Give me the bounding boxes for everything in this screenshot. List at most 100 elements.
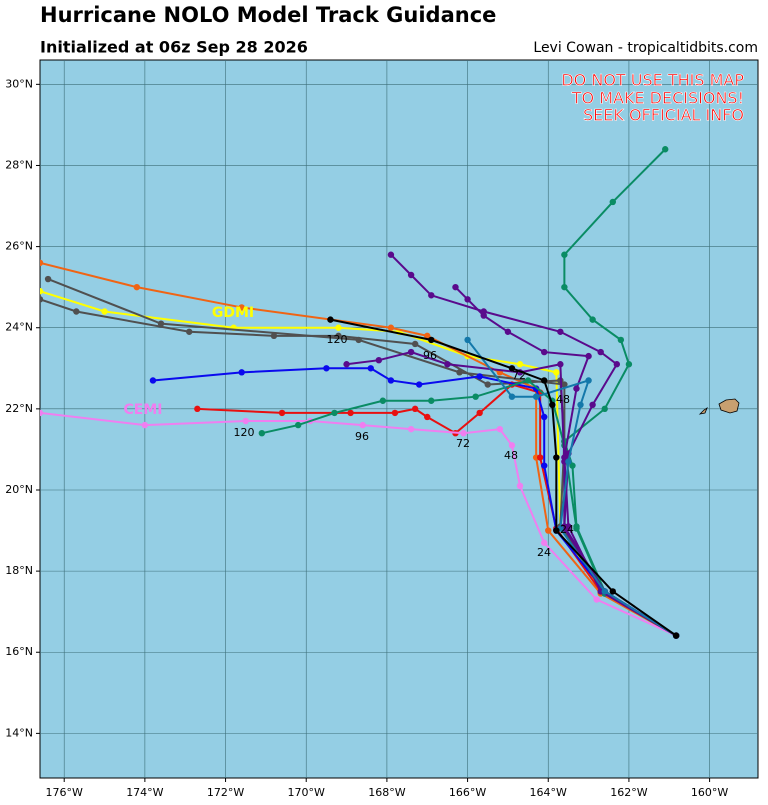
- track-point: [601, 588, 608, 595]
- track-point: [561, 381, 568, 388]
- track-point: [40, 296, 44, 303]
- track-point: [141, 421, 149, 429]
- track-point: [242, 417, 249, 425]
- x-tick-label: 166°W: [449, 786, 486, 799]
- track-point: [323, 365, 330, 372]
- track-point: [553, 527, 560, 534]
- track-point: [561, 283, 568, 291]
- track-point: [387, 377, 395, 384]
- track-point: [662, 146, 669, 153]
- warning-line: SEEK OFFICIAL INFO: [583, 106, 744, 125]
- y-tick-label: 26°N: [5, 240, 33, 253]
- track-point: [101, 308, 108, 315]
- track-point: [424, 413, 431, 421]
- track-point: [335, 324, 342, 331]
- track-point: [601, 405, 608, 413]
- track-point: [476, 409, 483, 417]
- island: [698, 398, 740, 415]
- track-point: [40, 288, 44, 295]
- track-point: [573, 385, 580, 392]
- y-tick-label: 30°N: [5, 77, 33, 90]
- x-tick-label: 176°W: [46, 786, 83, 799]
- annotation: GDMI: [212, 305, 254, 321]
- track-point: [194, 405, 201, 413]
- track-point: [186, 328, 193, 335]
- track-point: [270, 332, 278, 340]
- track-point: [464, 296, 471, 303]
- x-tick-label: 164°W: [530, 786, 567, 799]
- track-point: [625, 361, 633, 368]
- track-point: [428, 292, 435, 299]
- track-point: [524, 377, 532, 384]
- track-point: [40, 259, 44, 267]
- x-tick-label: 168°W: [368, 786, 405, 799]
- track-point: [411, 405, 419, 413]
- track-point: [569, 462, 576, 469]
- annotation: 120: [234, 426, 255, 439]
- track-point: [545, 527, 552, 534]
- track-point: [464, 336, 471, 344]
- track-line: [261, 379, 677, 637]
- track-point: [549, 401, 556, 409]
- track-point: [375, 356, 383, 364]
- track-point: [379, 397, 387, 404]
- warning-line: DO NOT USE THIS MAP: [561, 71, 744, 90]
- x-tick-label: 162°W: [610, 786, 647, 799]
- track-point: [294, 421, 302, 429]
- track-point: [480, 308, 487, 315]
- track-point: [258, 429, 266, 437]
- track-point: [508, 393, 516, 400]
- annotation: 24: [560, 523, 574, 536]
- track-point: [44, 275, 52, 283]
- track-point: [585, 352, 592, 360]
- y-tick-label: 14°N: [5, 726, 33, 739]
- y-tick-label: 24°N: [5, 321, 33, 334]
- labels: GDMI CEMI 120 96 72 48 24 120 96 72 48 24: [124, 305, 574, 559]
- track-point: [508, 365, 516, 372]
- track-point: [428, 397, 435, 404]
- track-point: [553, 454, 560, 461]
- track-point: [327, 316, 334, 323]
- annotation: 24: [537, 546, 551, 559]
- track-point: [387, 251, 395, 258]
- x-tick-label: 170°W: [288, 786, 325, 799]
- annotation: CEMI: [124, 402, 163, 418]
- track-point: [585, 377, 592, 384]
- track-point: [541, 462, 548, 469]
- annotation: 96: [423, 349, 437, 362]
- track-point: [40, 409, 44, 417]
- track-point: [573, 525, 580, 532]
- track-point: [516, 482, 524, 490]
- track-point: [597, 348, 604, 356]
- track-point: [532, 393, 540, 400]
- track-point: [411, 340, 419, 348]
- track-point: [133, 283, 141, 291]
- track-point: [343, 361, 350, 368]
- x-tick-label: 172°W: [207, 786, 244, 799]
- track-point: [476, 373, 483, 380]
- track-point: [456, 369, 463, 376]
- track-point: [565, 458, 572, 465]
- track-point: [541, 377, 548, 384]
- track-point: [508, 442, 516, 449]
- track-point: [452, 283, 459, 291]
- annotation: 120: [327, 333, 348, 346]
- warning: DO NOT USE THIS MAP TO MAKE DECISIONS! S…: [561, 70, 745, 125]
- track-point: [407, 271, 415, 279]
- track-point: [73, 308, 80, 315]
- track-point: [157, 320, 165, 327]
- track-point: [460, 429, 467, 437]
- track-point: [444, 361, 451, 368]
- y-tick-label: 22°N: [5, 402, 33, 415]
- track-point: [593, 596, 600, 603]
- subtitle: Initialized at 06z Sep 28 2026: [40, 38, 308, 57]
- y-tick-label: 20°N: [5, 483, 33, 496]
- y-tick-label: 18°N: [5, 564, 33, 577]
- track-point: [391, 409, 399, 417]
- track-point: [407, 348, 415, 356]
- track-point: [407, 425, 415, 433]
- annotation: 48: [556, 393, 570, 406]
- track-point: [331, 409, 338, 417]
- track-point: [541, 348, 548, 356]
